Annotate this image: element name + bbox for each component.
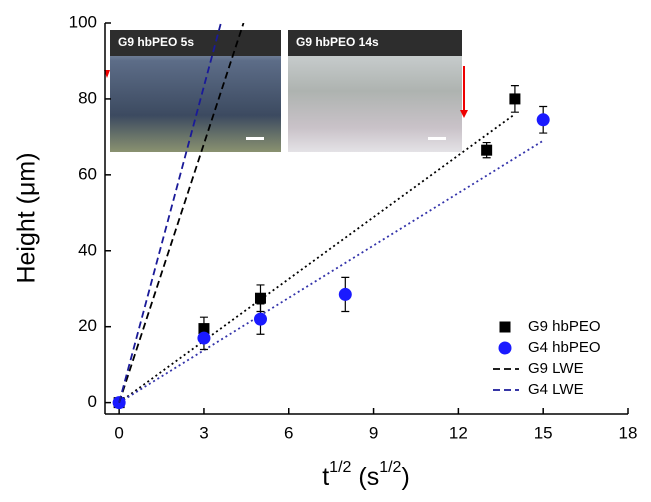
legend-label: G4 LWE — [528, 381, 584, 398]
x-tick-label: 12 — [449, 423, 468, 442]
y-tick-label: 40 — [78, 240, 97, 259]
legend-marker — [498, 341, 512, 355]
inset-photo — [104, 30, 468, 152]
point — [197, 331, 211, 345]
x-tick-label: 6 — [284, 423, 293, 442]
x-tick-label: 9 — [369, 423, 378, 442]
x-tick-label: 18 — [619, 423, 638, 442]
y-axis-label: Height (μm) — [13, 152, 41, 283]
legend-label: G9 hbPEO — [528, 318, 601, 335]
point — [338, 287, 352, 301]
point — [536, 113, 550, 127]
x-label-part: (s — [351, 463, 379, 491]
point — [254, 292, 266, 304]
x-label-part: 1/2 — [329, 459, 351, 476]
legend-label: G9 LWE — [528, 360, 584, 377]
lwe-line — [118, 23, 245, 403]
inset-label: G9 hbPEO 5s — [118, 35, 194, 49]
x-axis-label: t1/2 (s1/2) — [322, 459, 410, 490]
legend-label: G4 hbPEO — [528, 339, 601, 356]
x-label-part: 1/2 — [379, 459, 401, 476]
fit-line — [118, 139, 544, 404]
legend-marker — [499, 321, 511, 333]
x-label-part: ) — [401, 463, 409, 491]
x-tick-label: 0 — [114, 423, 123, 442]
y-tick-label: 60 — [78, 164, 97, 183]
inset-label: G9 hbPEO 14s — [296, 35, 379, 49]
y-tick-label: 0 — [88, 392, 97, 411]
x-tick-label: 15 — [534, 423, 553, 442]
y-tick-label: 20 — [78, 316, 97, 335]
fit-line — [118, 113, 516, 404]
x-label-part: t — [322, 463, 329, 491]
point — [481, 144, 493, 156]
y-tick-label: 80 — [78, 88, 97, 107]
y-tick-label: 100 — [69, 12, 97, 31]
x-tick-label: 3 — [199, 423, 208, 442]
point — [253, 312, 267, 326]
point — [509, 93, 521, 105]
